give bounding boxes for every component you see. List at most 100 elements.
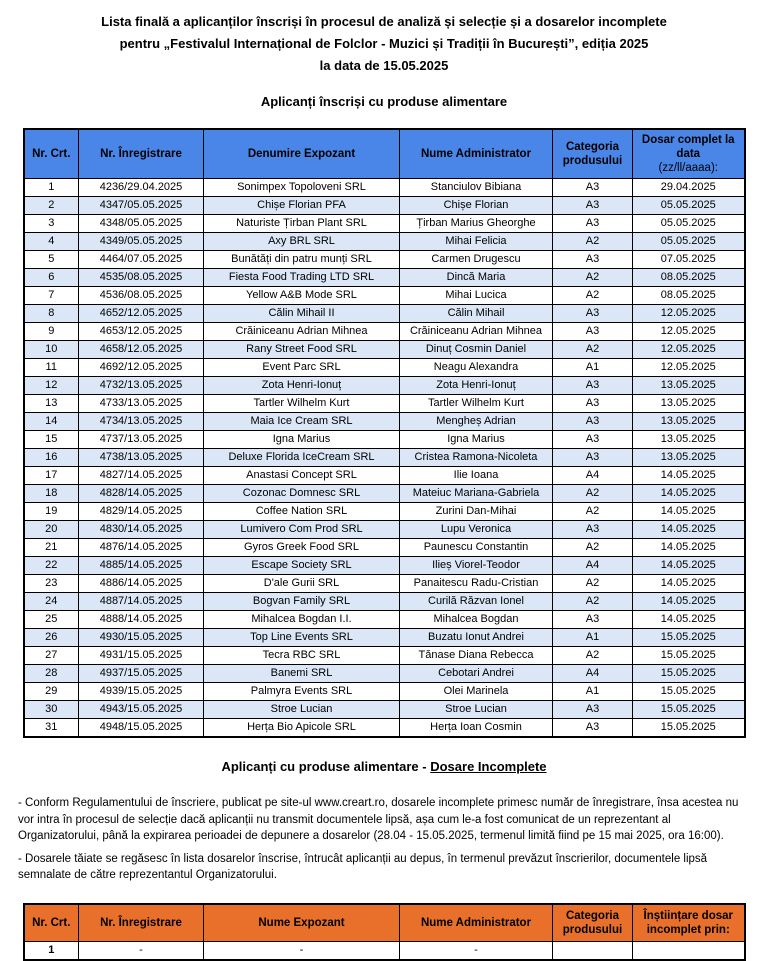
registered-table-header: Nr. Crt. Nr. Înregistrare Denumire Expoz… bbox=[24, 129, 745, 179]
table-cell: A3 bbox=[553, 719, 633, 738]
table-cell: 12.05.2025 bbox=[633, 323, 745, 341]
table-cell: 07.05.2025 bbox=[633, 251, 745, 269]
table-cell: A1 bbox=[553, 629, 633, 647]
table-cell: A2 bbox=[553, 647, 633, 665]
table-cell: 11 bbox=[24, 359, 79, 377]
table-cell: Mengheș Adrian bbox=[400, 413, 553, 431]
table-cell: 21 bbox=[24, 539, 79, 557]
table-cell: A4 bbox=[553, 467, 633, 485]
table-cell: Crăiniceanu Adrian Mihnea bbox=[400, 323, 553, 341]
table-cell: A3 bbox=[553, 377, 633, 395]
table-cell: Olei Marinela bbox=[400, 683, 553, 701]
table-cell: 4738/13.05.2025 bbox=[79, 449, 204, 467]
table-cell: 4827/14.05.2025 bbox=[79, 467, 204, 485]
table-cell: 3 bbox=[24, 215, 79, 233]
table-cell: A3 bbox=[553, 197, 633, 215]
table-cell: 4732/13.05.2025 bbox=[79, 377, 204, 395]
table-cell: Mihalcea Bogdan I.I. bbox=[204, 611, 400, 629]
table-cell: A3 bbox=[553, 323, 633, 341]
table-cell: 13 bbox=[24, 395, 79, 413]
table-cell: Event Parc SRL bbox=[204, 359, 400, 377]
table-cell: 31 bbox=[24, 719, 79, 738]
table-cell: 23 bbox=[24, 575, 79, 593]
col-header-nr-crt: Nr. Crt. bbox=[24, 904, 79, 942]
col-header-nr-inregistrare: Nr. Înregistrare bbox=[79, 129, 204, 179]
section-heading-incomplete-prefix: Aplicanți cu produse alimentare - bbox=[221, 759, 430, 774]
table-cell: Coffee Nation SRL bbox=[204, 503, 400, 521]
table-cell: 15 bbox=[24, 431, 79, 449]
table-cell: Carmen Drugescu bbox=[400, 251, 553, 269]
table-cell: Mateiuc Mariana-Gabriela bbox=[400, 485, 553, 503]
table-cell: Fiesta Food Trading LTD SRL bbox=[204, 269, 400, 287]
table-cell: A2 bbox=[553, 341, 633, 359]
table-cell: 4348/05.05.2025 bbox=[79, 215, 204, 233]
table-cell: A3 bbox=[553, 449, 633, 467]
table-cell: 13.05.2025 bbox=[633, 413, 745, 431]
header-row: Nr. Crt. Nr. Înregistrare Nume Expozant … bbox=[24, 904, 745, 942]
table-cell: 4948/15.05.2025 bbox=[79, 719, 204, 738]
table-cell: 05.05.2025 bbox=[633, 215, 745, 233]
table-cell: Tartler Wilhelm Kurt bbox=[204, 395, 400, 413]
table-cell: - bbox=[79, 942, 204, 961]
table-cell: 4 bbox=[24, 233, 79, 251]
table-cell: A3 bbox=[553, 431, 633, 449]
incomplete-table-body: 1--- bbox=[24, 942, 745, 961]
col-header-categoria: Categoria produsului bbox=[553, 904, 633, 942]
table-cell: Ilieș Viorel-Teodor bbox=[400, 557, 553, 575]
table-cell: Panaitescu Radu-Cristian bbox=[400, 575, 553, 593]
table-cell: 14.05.2025 bbox=[633, 557, 745, 575]
table-cell: Dincă Maria bbox=[400, 269, 553, 287]
table-cell: Cozonac Domnesc SRL bbox=[204, 485, 400, 503]
table-cell: Mihai Lucica bbox=[400, 287, 553, 305]
table-cell: A3 bbox=[553, 395, 633, 413]
table-cell: A2 bbox=[553, 539, 633, 557]
table-cell: 22 bbox=[24, 557, 79, 575]
table-cell: Gyros Greek Food SRL bbox=[204, 539, 400, 557]
page-title-line3: la data de 15.05.2025 bbox=[30, 55, 738, 77]
table-cell: Crăiniceanu Adrian Mihnea bbox=[204, 323, 400, 341]
table-cell: Dinuț Cosmin Daniel bbox=[400, 341, 553, 359]
col-header-nume-administrator: Nume Administrator bbox=[400, 129, 553, 179]
table-cell: 6 bbox=[24, 269, 79, 287]
table-cell: A3 bbox=[553, 305, 633, 323]
col-header-categoria: Categoria produsului bbox=[553, 129, 633, 179]
table-cell: 15.05.2025 bbox=[633, 719, 745, 738]
table-cell: 26 bbox=[24, 629, 79, 647]
table-cell: Anastasi Concept SRL bbox=[204, 467, 400, 485]
table-cell: Călin Mihail bbox=[400, 305, 553, 323]
table-cell: 12.05.2025 bbox=[633, 341, 745, 359]
col-header-nume-administrator: Nume Administrator bbox=[400, 904, 553, 942]
table-cell: Palmyra Events SRL bbox=[204, 683, 400, 701]
table-row: 1--- bbox=[24, 942, 745, 961]
table-cell: 4733/13.05.2025 bbox=[79, 395, 204, 413]
table-cell: Zota Henri-Ionuț bbox=[400, 377, 553, 395]
table-cell: 4887/14.05.2025 bbox=[79, 593, 204, 611]
table-cell: 4930/15.05.2025 bbox=[79, 629, 204, 647]
table-cell: Naturiste Țirban Plant SRL bbox=[204, 215, 400, 233]
table-cell: A3 bbox=[553, 701, 633, 719]
incomplete-files-table: Nr. Crt. Nr. Înregistrare Nume Expozant … bbox=[23, 903, 746, 961]
section-heading-incomplete-underlined: Dosare Incomplete bbox=[430, 759, 546, 774]
page-title: Lista finală a aplicanților înscriși în … bbox=[30, 11, 738, 77]
table-cell bbox=[633, 942, 745, 961]
table-cell: 16 bbox=[24, 449, 79, 467]
table-cell: Herța Bio Apicole SRL bbox=[204, 719, 400, 738]
table-cell: 15.05.2025 bbox=[633, 629, 745, 647]
table-cell: Tănase Diana Rebecca bbox=[400, 647, 553, 665]
table-cell: A2 bbox=[553, 287, 633, 305]
